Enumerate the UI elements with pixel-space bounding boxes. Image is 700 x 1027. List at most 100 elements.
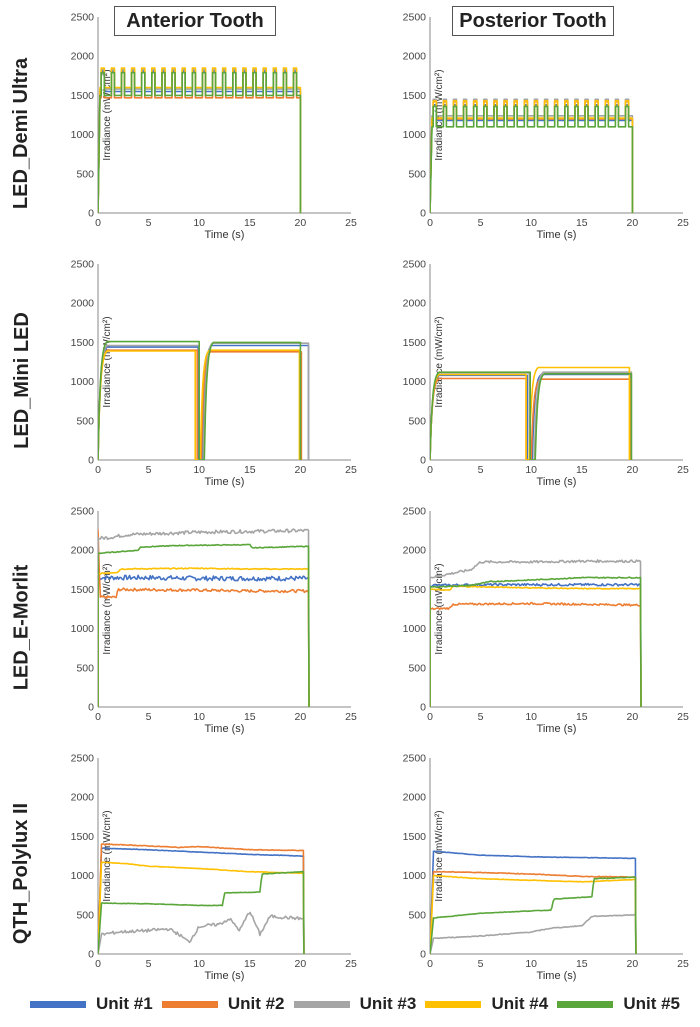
- y-tick-label: 2000: [71, 298, 95, 310]
- y-tick-label: 2000: [71, 792, 95, 804]
- series-line-unit-1: [98, 847, 305, 954]
- y-tick-label: 2500: [71, 12, 95, 24]
- series-line-unit-5: [98, 870, 305, 954]
- y-axis-title: Irradiance (mW/cm²): [102, 69, 113, 160]
- y-tick-label: 1000: [403, 129, 427, 141]
- y-tick-label: 1000: [71, 870, 95, 882]
- series-line-unit-3: [430, 98, 634, 213]
- legend-swatch: [30, 1000, 86, 1008]
- series-line-unit-4: [98, 861, 305, 954]
- series-line-unit-3: [430, 913, 637, 954]
- x-tick-label: 10: [193, 711, 205, 723]
- series-line-unit-2: [430, 601, 642, 707]
- x-tick-label: 0: [95, 464, 101, 476]
- y-axis-title: Irradiance (mW/cm²): [102, 563, 113, 654]
- y-tick-label: 2500: [403, 506, 427, 518]
- series-line-unit-5: [98, 71, 302, 213]
- x-tick-label: 20: [627, 464, 639, 476]
- y-tick-label: 1000: [403, 870, 427, 882]
- series-line-unit-5: [430, 371, 633, 460]
- series-line-unit-2: [98, 529, 310, 707]
- x-tick-label: 20: [627, 958, 639, 970]
- series-line-unit-5: [430, 576, 642, 707]
- x-tick-label: 5: [146, 958, 152, 970]
- legend-label: Unit #2: [227, 994, 285, 1013]
- x-tick-label: 15: [244, 958, 256, 970]
- legend-item-unit-1: Unit #1: [30, 994, 153, 1014]
- x-tick-label: 25: [677, 958, 689, 970]
- y-tick-label: 0: [420, 455, 426, 467]
- y-tick-label: 0: [420, 949, 426, 961]
- x-tick-label: 5: [146, 711, 152, 723]
- x-tick-label: 20: [295, 464, 307, 476]
- legend-swatch: [557, 1000, 614, 1008]
- y-tick-label: 2500: [403, 259, 427, 271]
- x-axis-title: Time (s): [537, 476, 577, 488]
- legend-label: Unit #1: [96, 994, 153, 1013]
- y-tick-label: 1000: [71, 376, 95, 388]
- y-tick-label: 500: [408, 168, 426, 180]
- series-line-unit-1: [98, 574, 310, 707]
- x-tick-label: 0: [95, 711, 101, 723]
- x-tick-label: 25: [345, 217, 357, 229]
- x-axis-title: Time (s): [205, 229, 245, 241]
- x-tick-label: 20: [295, 958, 307, 970]
- series-line-unit-2: [98, 843, 305, 954]
- y-tick-label: 500: [76, 415, 94, 427]
- y-tick-label: 2000: [403, 545, 427, 557]
- y-axis-title: Irradiance (mW/cm²): [434, 810, 445, 901]
- y-tick-label: 2000: [71, 51, 95, 63]
- x-tick-label: 20: [627, 711, 639, 723]
- x-tick-label: 15: [576, 958, 588, 970]
- x-tick-label: 10: [525, 217, 537, 229]
- series-line-unit-1: [98, 70, 302, 213]
- x-axis-title: Time (s): [537, 229, 577, 241]
- legend-item-unit-5: Unit #5: [557, 994, 680, 1014]
- y-tick-label: 2000: [403, 298, 427, 310]
- x-tick-label: 0: [427, 711, 433, 723]
- legend-item-unit-4: Unit #4: [425, 994, 548, 1014]
- x-axis-title: Time (s): [205, 970, 245, 982]
- x-tick-label: 20: [627, 217, 639, 229]
- y-axis-title: Irradiance (mW/cm²): [102, 810, 113, 901]
- series-line-unit-2: [98, 71, 302, 213]
- y-tick-label: 1000: [71, 623, 95, 635]
- legend-swatch: [293, 1000, 350, 1008]
- x-axis-title: Time (s): [537, 970, 577, 982]
- y-tick-label: 0: [88, 208, 94, 220]
- series-line-unit-1: [430, 104, 634, 213]
- legend-label: Unit #5: [623, 994, 680, 1013]
- x-tick-label: 15: [244, 217, 256, 229]
- x-tick-label: 25: [345, 958, 357, 970]
- x-tick-label: 0: [427, 217, 433, 229]
- x-tick-label: 5: [478, 464, 484, 476]
- series-line-unit-4: [430, 874, 637, 954]
- x-tick-label: 25: [677, 217, 689, 229]
- x-tick-label: 15: [576, 217, 588, 229]
- y-tick-label: 0: [88, 949, 94, 961]
- series-line-unit-1: [430, 850, 637, 954]
- x-tick-label: 0: [95, 958, 101, 970]
- x-tick-label: 5: [478, 711, 484, 723]
- series-line-unit-5: [430, 876, 637, 954]
- column-header-anterior: Anterior Tooth: [114, 6, 276, 36]
- x-tick-label: 10: [193, 958, 205, 970]
- x-tick-label: 5: [146, 464, 152, 476]
- y-tick-label: 500: [76, 662, 94, 674]
- y-tick-label: 2500: [71, 506, 95, 518]
- x-tick-label: 25: [345, 711, 357, 723]
- x-tick-label: 5: [478, 217, 484, 229]
- series-line-unit-4: [430, 100, 634, 213]
- legend-item-unit-2: Unit #2: [161, 994, 285, 1014]
- y-tick-label: 500: [408, 415, 426, 427]
- x-tick-label: 20: [295, 711, 307, 723]
- x-tick-label: 25: [345, 464, 357, 476]
- y-tick-label: 1500: [71, 584, 95, 596]
- x-axis-title: Time (s): [537, 723, 577, 735]
